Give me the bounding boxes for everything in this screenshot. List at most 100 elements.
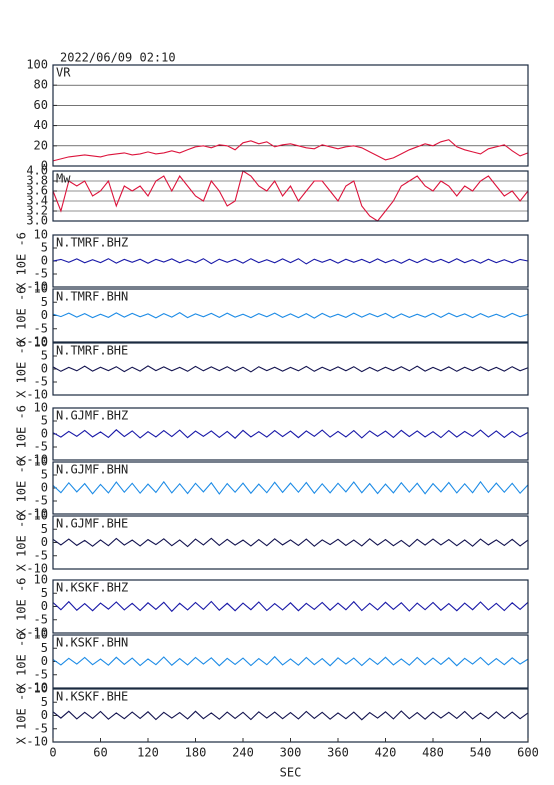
- y-tick-label: 10: [34, 573, 48, 587]
- trace-line: [52, 170, 529, 222]
- y-tick-label: 0: [41, 654, 48, 668]
- y-tick-label: 5: [41, 414, 48, 428]
- panel-label: Mw: [56, 172, 71, 186]
- x-axis-label: SEC: [280, 766, 302, 780]
- panel-frame: [52, 634, 529, 689]
- y-tick-label: -10: [26, 453, 48, 467]
- y-tick-label: 5: [41, 522, 48, 536]
- trace-line: [52, 480, 529, 495]
- y-tick-label: 10: [34, 628, 48, 642]
- y-tick-label: 0: [41, 159, 48, 173]
- y-tick-label: 80: [34, 78, 48, 92]
- x-tick-label: 600: [517, 746, 539, 760]
- trace-line: [52, 258, 529, 265]
- y-tick-label: 5: [41, 349, 48, 363]
- y-tick-label: 3.0: [26, 214, 48, 228]
- x-tick-label: 360: [327, 746, 349, 760]
- y-tick-label: 0: [41, 708, 48, 722]
- y-tick-label: -10: [26, 562, 48, 576]
- y-axis-label: X 10E -6: [15, 405, 29, 463]
- panel-frame: [52, 407, 529, 461]
- chart-title: 2022/06/09 02:10: [60, 51, 176, 65]
- y-tick-label: 5: [41, 695, 48, 709]
- y-tick-label: 0: [41, 254, 48, 268]
- x-tick-label: 180: [185, 746, 207, 760]
- y-tick-label: -10: [26, 626, 48, 640]
- y-tick-label: 5: [41, 241, 48, 255]
- x-tick-label: 420: [375, 746, 397, 760]
- y-tick-label: 40: [34, 118, 48, 132]
- panel-label: N.KSKF.BHE: [56, 690, 128, 704]
- x-tick-label: 120: [137, 746, 159, 760]
- y-axis-label: X 10E -6: [15, 578, 29, 636]
- y-tick-label: 20: [34, 138, 48, 152]
- panel-label: N.KSKF.BHN: [56, 636, 128, 650]
- y-tick-label: 3.2: [26, 204, 48, 218]
- y-axis-label: X 10E -6: [15, 633, 29, 691]
- panel-frame: [52, 579, 529, 634]
- y-tick-label: -5: [34, 548, 48, 562]
- y-axis-label: X 10E -6: [15, 687, 29, 745]
- panel-frame: [52, 234, 529, 288]
- y-tick-label: -5: [34, 667, 48, 681]
- y-tick-label: -5: [34, 494, 48, 508]
- y-tick-label: 5: [41, 295, 48, 309]
- y-axis-label: X 10E -6: [15, 340, 29, 398]
- x-tick-label: 540: [470, 746, 492, 760]
- y-tick-label: 10: [34, 509, 48, 523]
- y-tick-label: 3.4: [26, 194, 48, 208]
- trace-line: [52, 311, 529, 319]
- y-tick-label: 5: [41, 468, 48, 482]
- y-axis-label: X 10E -6: [15, 232, 29, 290]
- y-tick-label: -10: [26, 735, 48, 749]
- panel-label: N.TMRF.BHE: [56, 344, 128, 358]
- panel-label: N.TMRF.BHN: [56, 290, 128, 304]
- y-tick-label: 3.6: [26, 184, 48, 198]
- panel-label: VR: [56, 66, 71, 80]
- panel-frame: [52, 170, 529, 222]
- trace-line: [52, 139, 529, 162]
- y-tick-label: -10: [26, 335, 48, 349]
- y-tick-label: -10: [26, 388, 48, 402]
- y-tick-label: 5: [41, 641, 48, 655]
- trace-line: [52, 537, 529, 548]
- panel-label: N.GJMF.BHE: [56, 517, 128, 531]
- y-tick-label: -5: [34, 721, 48, 735]
- trace-line: [52, 655, 529, 667]
- y-tick-label: 0: [41, 481, 48, 495]
- y-tick-label: 0: [41, 599, 48, 613]
- y-tick-label: 10: [34, 228, 48, 242]
- x-tick-label: 300: [280, 746, 302, 760]
- y-tick-label: -5: [34, 267, 48, 281]
- y-tick-label: -5: [34, 375, 48, 389]
- x-tick-label: 60: [93, 746, 107, 760]
- y-tick-label: 0: [41, 362, 48, 376]
- panel-frame: [52, 515, 529, 570]
- panel-frame: [52, 64, 529, 167]
- y-tick-label: 0: [41, 308, 48, 322]
- trace-line: [52, 365, 529, 373]
- panel-label: N.TMRF.BHZ: [56, 236, 128, 250]
- y-tick-label: 0: [41, 427, 48, 441]
- trace-line: [52, 429, 529, 439]
- panel-frame: [52, 461, 529, 515]
- trace-line: [52, 710, 529, 721]
- x-tick-label: 480: [422, 746, 444, 760]
- y-axis-label: X 10E -6: [15, 287, 29, 345]
- y-tick-label: -10: [26, 681, 48, 695]
- y-tick-label: -10: [26, 280, 48, 294]
- panel-label: N.KSKF.BHZ: [56, 581, 128, 595]
- panel-label: N.GJMF.BHN: [56, 463, 128, 477]
- x-tick-label: 0: [49, 746, 56, 760]
- trace-line: [52, 600, 529, 613]
- y-tick-label: 60: [34, 98, 48, 112]
- y-axis-label: X 10E -6: [15, 514, 29, 572]
- y-tick-label: -5: [34, 321, 48, 335]
- y-tick-label: 4.0: [26, 164, 48, 178]
- y-tick-label: 10: [34, 455, 48, 469]
- y-tick-label: 10: [34, 682, 48, 696]
- y-tick-label: -5: [34, 612, 48, 626]
- panel-frame: [52, 288, 529, 343]
- y-tick-label: 100: [26, 58, 48, 72]
